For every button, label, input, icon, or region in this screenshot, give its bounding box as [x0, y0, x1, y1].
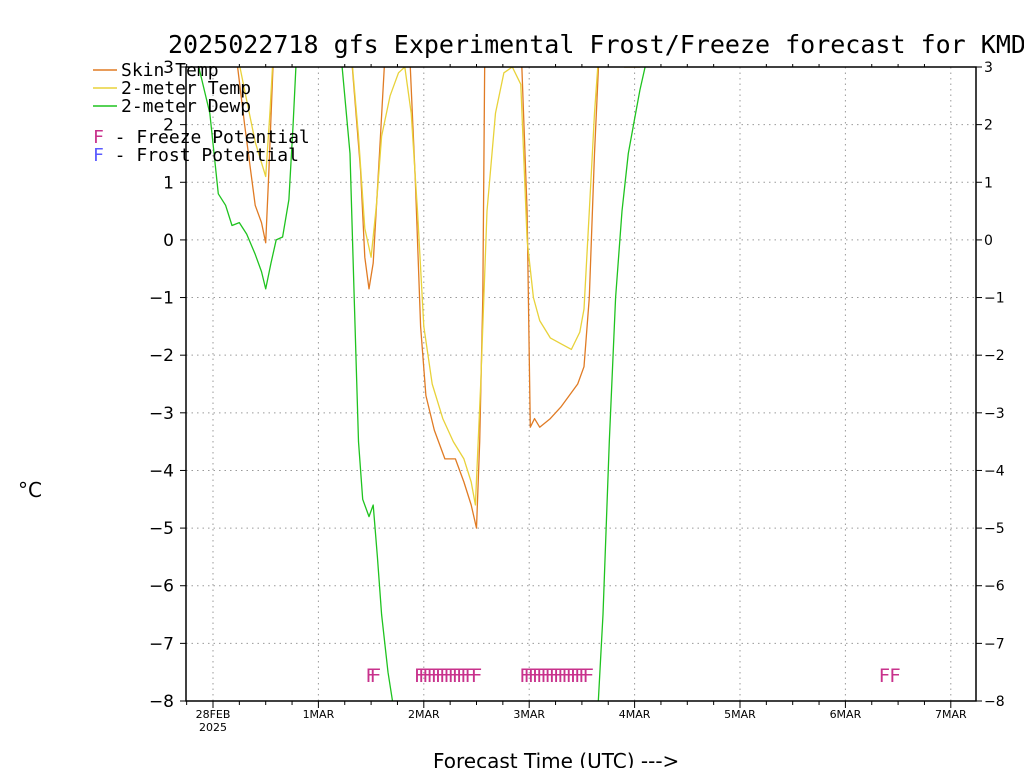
y-tick-label: −5 [149, 519, 174, 539]
freeze-marker: F [545, 665, 556, 687]
series-line [198, 67, 646, 701]
y-tick-label: −7 [149, 634, 174, 654]
freeze-marker: F [431, 665, 442, 687]
y-tick-label: −8 [149, 692, 174, 712]
freeze-marker: F [536, 665, 547, 687]
right-y-axis: 3 2 1 0 −1 −2 −3 −4 −5 −6 −7 −8 [976, 60, 1005, 710]
y-tick-label-right: 1 [984, 175, 993, 191]
chart-title: 2025022718 gfs Experimental Frost/Freeze… [168, 30, 1024, 59]
y-tick-label-right: −6 [984, 579, 1005, 595]
x-tick-label: 5MAR [724, 708, 756, 721]
freeze-marker: F [549, 665, 560, 687]
x-tick-sublabel: 2025 [199, 721, 227, 734]
freeze-marker: F [889, 665, 900, 687]
y-tick-label-right: 2 [984, 118, 993, 134]
x-tick-label: 3MAR [513, 708, 545, 721]
freeze-marker: F [448, 665, 459, 687]
x-tick-label: 2MAR [408, 708, 440, 721]
freeze-marker: F [452, 665, 463, 687]
freeze-marker: F [879, 665, 890, 687]
y-tick-label: −1 [149, 289, 174, 309]
y-tick-label: −2 [149, 346, 174, 366]
y-axis-label: °C [18, 478, 42, 502]
y-tick-label: −6 [149, 577, 174, 597]
y-tick-label-right: 0 [984, 233, 993, 249]
legend-marker-entry: F - Frost Potential [93, 145, 299, 166]
freeze-marker: F [582, 665, 593, 687]
legend-label: 2-meter Temp [121, 78, 251, 99]
x-tick-label: 1MAR [303, 708, 335, 721]
y-tick-label: 0 [163, 231, 174, 251]
freeze-marker: F [557, 665, 568, 687]
left-y-axis: 3 2 1 0 −1 −2 −3 −4 −5 −6 −7 −8 [149, 58, 186, 712]
series-line [239, 67, 641, 506]
freeze-marker: F [540, 665, 551, 687]
freeze-marker: F [561, 665, 572, 687]
y-tick-label-right: −8 [984, 694, 1005, 710]
freeze-marker: F [574, 665, 585, 687]
freeze-marker: F [464, 665, 475, 687]
series-lines [198, 67, 646, 701]
y-tick-label-right: −1 [984, 291, 1005, 307]
freeze-marker: F [422, 665, 433, 687]
x-tick-label: 28FEB [196, 708, 231, 721]
x-axis-label: Forecast Time (UTC) ---> [433, 749, 679, 768]
legend-marker-letter: F [93, 127, 104, 148]
legend-marker-entry: F - Freeze Potential [93, 127, 310, 148]
y-tick-label: 1 [163, 173, 174, 193]
freeze-marker: F [443, 665, 454, 687]
legend-label: 2-meter Dewp [121, 96, 251, 117]
freeze-marker: F [578, 665, 589, 687]
y-tick-label-right: −2 [984, 348, 1005, 364]
freeze-marker: F [414, 665, 425, 687]
freeze-marker: F [456, 665, 467, 687]
freeze-marker: F [528, 665, 539, 687]
freeze-marker: F [532, 665, 543, 687]
y-tick-label-right: −7 [984, 636, 1005, 652]
freeze-marker: F [570, 665, 581, 687]
freeze-marker: F [427, 665, 438, 687]
freeze-marker: F [365, 665, 376, 687]
freeze-marker: F [519, 665, 530, 687]
freeze-marker: F [566, 665, 577, 687]
freeze-marker: F [418, 665, 429, 687]
legend-label: Skin Temp [121, 60, 219, 81]
y-tick-label-right: −5 [984, 521, 1005, 537]
legend-marker-text: - Frost Potential [104, 145, 299, 166]
freeze-marker: F [471, 665, 482, 687]
series-line [236, 67, 641, 529]
x-tick-label: 6MAR [830, 708, 862, 721]
y-tick-label-right: 3 [984, 60, 993, 76]
x-tick-label: 4MAR [619, 708, 651, 721]
y-tick-label: 2 [163, 116, 174, 136]
plot-frame [185, 66, 977, 702]
x-tick-label: 7MAR [935, 708, 967, 721]
y-tick-label-right: −3 [984, 406, 1005, 422]
y-tick-label: 3 [163, 58, 174, 78]
freeze-marker: F [370, 665, 381, 687]
freeze-marker: F [553, 665, 564, 687]
y-tick-label: −3 [149, 404, 174, 424]
freeze-marker: F [523, 665, 534, 687]
y-tick-label-right: −4 [984, 463, 1005, 479]
legend-marker-text: - Freeze Potential [104, 127, 310, 148]
freeze-marker: F [439, 665, 450, 687]
grid [186, 67, 976, 701]
y-tick-label: −4 [149, 461, 174, 481]
freeze-marker: F [460, 665, 471, 687]
legend-marker-letter: F [93, 145, 104, 166]
freeze-marker: F [435, 665, 446, 687]
